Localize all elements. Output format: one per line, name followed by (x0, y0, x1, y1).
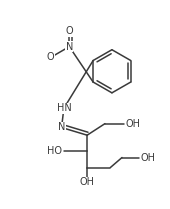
Text: O: O (65, 26, 73, 36)
Text: HN: HN (56, 103, 71, 113)
Text: OH: OH (80, 177, 95, 187)
Text: N: N (66, 42, 73, 52)
Text: OH: OH (126, 119, 141, 129)
Text: O: O (47, 52, 55, 62)
Text: HO: HO (47, 146, 62, 155)
Text: N: N (58, 122, 65, 133)
Text: OH: OH (141, 153, 156, 163)
